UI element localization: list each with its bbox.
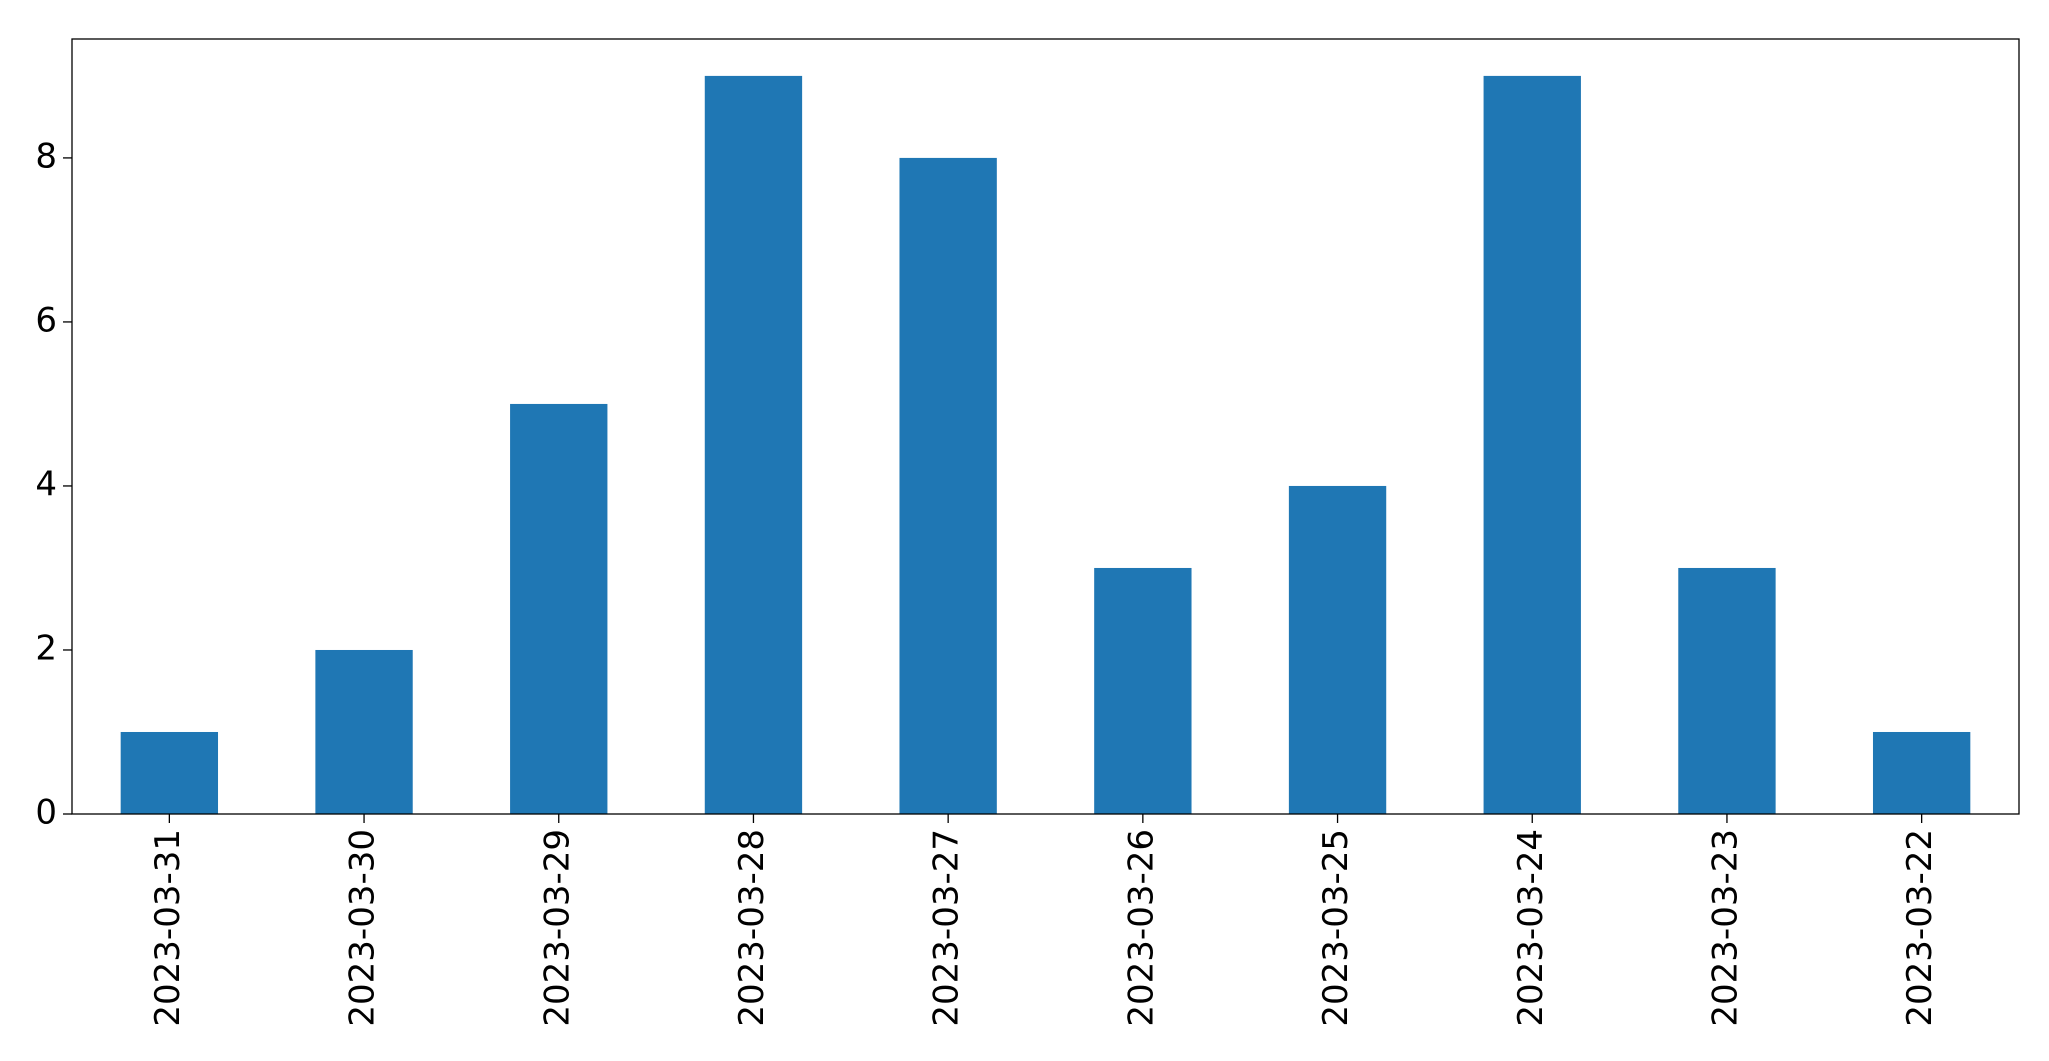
bar: [1872, 731, 1971, 814]
bar: [704, 75, 803, 814]
bar: [899, 157, 997, 814]
bar: [1483, 75, 1581, 814]
x-tick-label: 2023-03-23: [1705, 829, 1745, 1027]
x-tick-label: 2023-03-25: [1316, 829, 1356, 1027]
x-tick-label: 2023-03-24: [1511, 829, 1551, 1027]
x-tick-label: 2023-03-30: [343, 829, 383, 1027]
bar: [1678, 567, 1776, 814]
x-tick-label: 2023-03-26: [1121, 829, 1161, 1027]
bar: [1288, 485, 1387, 814]
x-tick-label: 2023-03-28: [732, 829, 772, 1027]
bar: [510, 403, 608, 814]
y-tick-label: 4: [35, 464, 57, 504]
y-tick-label: 2: [35, 628, 57, 668]
y-tick-label: 0: [35, 793, 57, 833]
x-tick-label: 2023-03-22: [1900, 829, 1940, 1027]
y-tick-label: 6: [35, 300, 57, 340]
x-tick-label: 2023-03-29: [537, 829, 577, 1027]
plot-frame: [71, 38, 2020, 815]
x-tick-label: 2023-03-31: [148, 829, 188, 1027]
x-tick-label: 2023-03-27: [927, 829, 967, 1027]
y-tick-label: 8: [35, 136, 57, 176]
bar: [120, 731, 219, 814]
bar: [1094, 567, 1192, 814]
bar: [315, 649, 413, 814]
